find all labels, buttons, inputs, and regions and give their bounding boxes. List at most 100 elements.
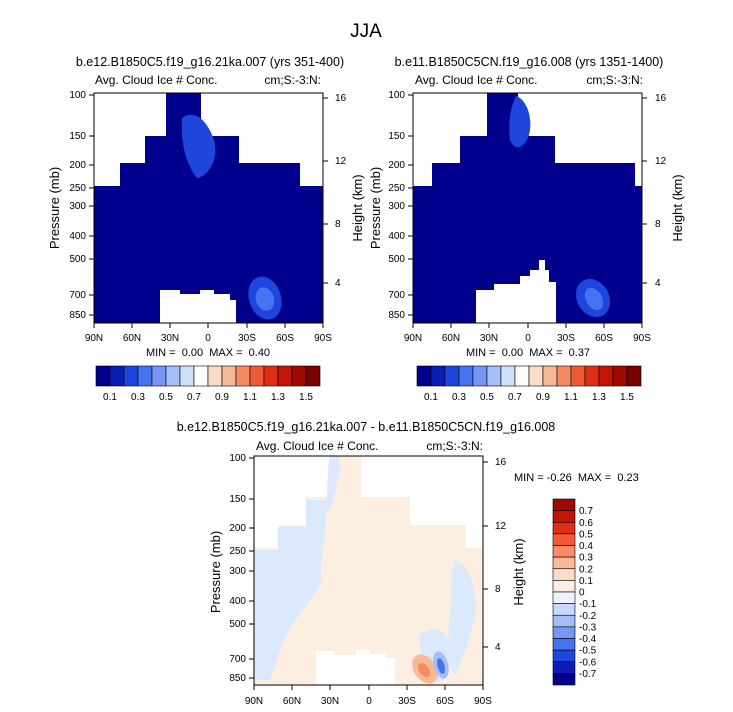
- panel-1-max-region-inner: [255, 287, 275, 311]
- colorbar-swatch: [95, 365, 111, 387]
- x-tick-label: 60N: [283, 696, 301, 707]
- colorbar-swatch: [528, 365, 544, 387]
- y2-tick-label: 12: [335, 156, 347, 167]
- colorbar-label: -0.5: [579, 646, 597, 657]
- colorbar-swatch: [444, 365, 460, 387]
- y-tick-label: 400: [229, 596, 246, 607]
- colorbar-swatch: [552, 626, 576, 639]
- x-tick-label: 30S: [398, 696, 416, 707]
- colorbar-swatch: [207, 365, 223, 387]
- panel-2-variable-label: Avg. Cloud Ice # Conc.: [415, 73, 538, 87]
- panel-1-variable-label: Avg. Cloud Ice # Conc.: [95, 73, 218, 87]
- colorbar-swatch: [552, 603, 576, 616]
- x-tick-label: 0: [205, 333, 211, 344]
- colorbar-swatch: [598, 365, 614, 387]
- colorbar-swatch: [552, 591, 576, 604]
- x-tick-label: 30N: [480, 333, 498, 344]
- colorbar-label: 0.2: [579, 564, 593, 575]
- panel-2-units-label: cm;S:-3:N:: [586, 73, 643, 87]
- colorbar-swatch: [552, 498, 576, 511]
- panel-1-y-axis-title: Pressure (mb): [47, 167, 62, 249]
- colorbar-label: -0.7: [579, 669, 597, 680]
- panel-2-upper-tongue: [509, 96, 531, 148]
- panel-3-variable-label: Avg. Cloud Ice # Conc.: [256, 439, 379, 453]
- colorbar-swatch: [486, 365, 502, 387]
- colorbar-label: 0.9: [215, 392, 229, 403]
- panel-1-upper-tongue: [181, 114, 216, 178]
- y2-tick-label: 16: [335, 93, 347, 104]
- colorbar-swatch: [458, 365, 474, 387]
- colorbar-swatch: [584, 365, 600, 387]
- y2-tick-label: 8: [495, 584, 501, 595]
- x-tick-label: 30S: [238, 333, 256, 344]
- x-tick-label: 0: [366, 696, 372, 707]
- panel-3-y2-axis-title: Height (km): [511, 538, 526, 605]
- colorbar-swatch: [179, 365, 195, 387]
- panel-2-y-axis: 100 150 200 250 300 400 500 700 850 Pres…: [368, 90, 413, 321]
- y-tick-label: 700: [69, 290, 86, 301]
- colorbar-swatch: [277, 365, 293, 387]
- panel-1-title: b.e12.B1850C5.f19_g16.21ka.007 (yrs 351-…: [76, 55, 344, 69]
- colorbar-swatch: [552, 568, 576, 581]
- y-tick-label: 250: [388, 183, 405, 194]
- colorbar-label: 0.7: [508, 392, 522, 403]
- y-tick-label: 150: [69, 131, 86, 142]
- colorbar-swatch: [552, 580, 576, 593]
- y-tick-label: 850: [388, 310, 405, 321]
- colorbar-label: 0.4: [579, 541, 593, 552]
- colorbar-swatch: [626, 365, 642, 387]
- colorbar-swatch: [542, 365, 558, 387]
- y-tick-label: 700: [388, 290, 405, 301]
- colorbar-swatch: [193, 365, 209, 387]
- y-tick-label: 150: [388, 131, 405, 142]
- colorbar-swatch: [552, 649, 576, 663]
- panel-1-stats: MIN = 0.00 MAX = 0.40: [146, 347, 270, 359]
- panel-3-upper-negative-strip: [326, 456, 340, 510]
- colorbar-swatch: [291, 365, 307, 387]
- colorbar-label: 0.5: [480, 392, 494, 403]
- panel-3-southern-negative-region: [448, 560, 476, 675]
- colorbar-swatch: [552, 521, 576, 535]
- panel-1-y2-axis: 16 12 8 4 Height (km): [323, 93, 365, 289]
- colorbar-label: 0.3: [131, 392, 145, 403]
- colorbar-label: 0.7: [579, 506, 593, 517]
- colorbar-swatch: [221, 365, 237, 387]
- x-tick-label: 30N: [321, 696, 339, 707]
- y2-tick-label: 8: [335, 219, 341, 230]
- colorbar-swatch: [552, 661, 576, 674]
- colorbar-swatch: [109, 365, 125, 387]
- x-tick-label: 90N: [245, 696, 263, 707]
- y-tick-label: 100: [69, 90, 86, 101]
- y2-tick-label: 4: [335, 278, 341, 289]
- y-tick-label: 300: [229, 566, 246, 577]
- colorbar-swatch: [235, 365, 251, 387]
- colorbar-label: -0.4: [579, 634, 597, 645]
- y-tick-label: 250: [229, 546, 246, 557]
- colorbar-swatch: [556, 365, 572, 387]
- panel-2-colorbar: 0.1 0.3 0.5 0.7 0.9 1.1 1.3 1.5: [416, 365, 642, 403]
- x-tick-label: 90S: [633, 333, 651, 344]
- y2-tick-label: 4: [655, 278, 661, 289]
- colorbar-swatch: [430, 365, 446, 387]
- x-tick-label: 60S: [595, 333, 613, 344]
- colorbar-swatch: [552, 545, 576, 558]
- colorbar-swatch: [552, 614, 576, 628]
- panel-3-positive-lobe-core: [417, 662, 431, 678]
- y-tick-label: 300: [388, 201, 405, 212]
- colorbar-swatch: [416, 365, 432, 387]
- panel-3-stats: MIN = -0.26 MAX = 0.23: [514, 472, 639, 484]
- panel-2-y2-axis-title: Height (km): [670, 174, 685, 241]
- panel-2-plot-area: [413, 93, 642, 323]
- colorbar-swatch: [570, 365, 586, 387]
- y-tick-label: 400: [388, 231, 405, 242]
- panel-2-x-axis: 90N 60N 30N 0 30S 60S 90S: [404, 323, 651, 344]
- colorbar-label: -0.2: [579, 611, 597, 622]
- colorbar-swatch: [552, 510, 576, 523]
- colorbar-swatch: [249, 365, 265, 387]
- panel-3-y2-axis: 16 12 8 4 Height (km): [483, 457, 526, 653]
- y2-tick-label: 16: [495, 457, 507, 468]
- y-tick-label: 300: [69, 201, 86, 212]
- panel-2: b.e11.B1850C5CN.f19_g16.008 (yrs 1351-14…: [368, 55, 685, 359]
- panel-1-background-field: [94, 93, 323, 323]
